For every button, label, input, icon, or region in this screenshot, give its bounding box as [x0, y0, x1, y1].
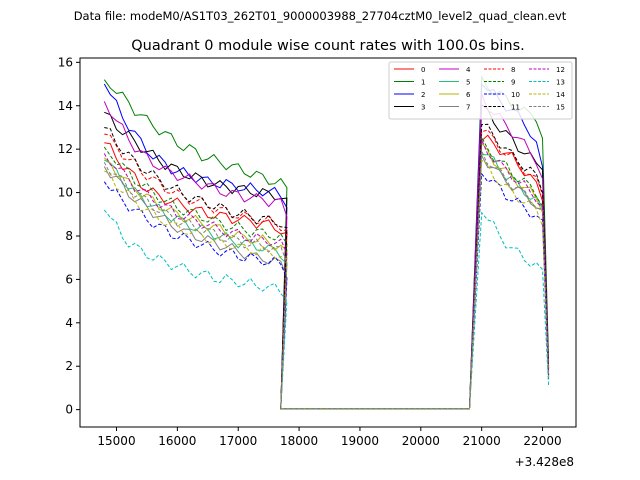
y-tick-label: 6: [65, 272, 73, 286]
legend-label-13: 13: [556, 79, 565, 87]
y-tick-label: 4: [65, 316, 73, 330]
series-line-5: [104, 154, 550, 410]
y-tick-label: 14: [58, 99, 73, 113]
legend-label-9: 9: [511, 79, 515, 87]
legend-label-11: 11: [511, 104, 520, 112]
x-tick-label: 16000: [158, 434, 196, 448]
y-tick-label: 0: [65, 403, 73, 417]
series-line-3: [104, 103, 550, 410]
legend-label-6: 6: [466, 91, 471, 99]
legend-label-4: 4: [466, 66, 471, 74]
series-line-4: [103, 93, 550, 410]
legend-label-8: 8: [511, 66, 515, 74]
x-tick-label: 19000: [341, 434, 379, 448]
series-line-9: [103, 135, 550, 410]
series-line-10: [103, 172, 550, 410]
legend-label-1: 1: [421, 79, 425, 87]
y-tick-label: 16: [58, 55, 73, 69]
x-tick-label: 22000: [523, 434, 561, 448]
legend-label-14: 14: [556, 91, 565, 99]
series-line-14: [104, 159, 550, 410]
y-tick-label: 2: [65, 359, 73, 373]
x-offset-label: +3.428e8: [515, 455, 574, 469]
series-line-7: [103, 153, 550, 410]
series-line-6: [103, 141, 550, 410]
series-line-15: [103, 150, 550, 410]
legend-label-12: 12: [556, 66, 565, 74]
x-tick-label: 18000: [280, 434, 318, 448]
legend-label-7: 7: [466, 104, 470, 112]
x-tick-label: 21000: [463, 434, 501, 448]
x-tick-label: 17000: [219, 434, 257, 448]
series-line-8: [104, 129, 550, 410]
legend-label-2: 2: [421, 91, 425, 99]
x-tick-label: 15000: [97, 434, 135, 448]
chart-title: Quadrant 0 module wise count rates with …: [131, 38, 525, 54]
x-tick-label: 20000: [402, 434, 440, 448]
data-file-label: Data file: modeM0/AS1T03_262T01_90000039…: [74, 9, 567, 23]
series-line-13: [103, 209, 550, 410]
legend-label-15: 15: [556, 104, 565, 112]
legend-box: [388, 61, 573, 120]
series-line-0: [104, 134, 550, 410]
series-line-11: [104, 123, 550, 410]
legend-label-10: 10: [511, 91, 520, 99]
legend-label-0: 0: [421, 66, 425, 74]
y-tick-label: 10: [58, 186, 73, 200]
y-tick-label: 8: [65, 229, 73, 243]
legend-label-5: 5: [466, 79, 470, 87]
y-tick-label: 12: [58, 142, 73, 156]
plot-frame: [79, 57, 577, 428]
series-lines: [103, 74, 550, 410]
legend-label-3: 3: [421, 104, 425, 112]
axis-ticks: 15000 16000 17000 18000 19000 20000 21000 22000…: [58, 55, 562, 448]
